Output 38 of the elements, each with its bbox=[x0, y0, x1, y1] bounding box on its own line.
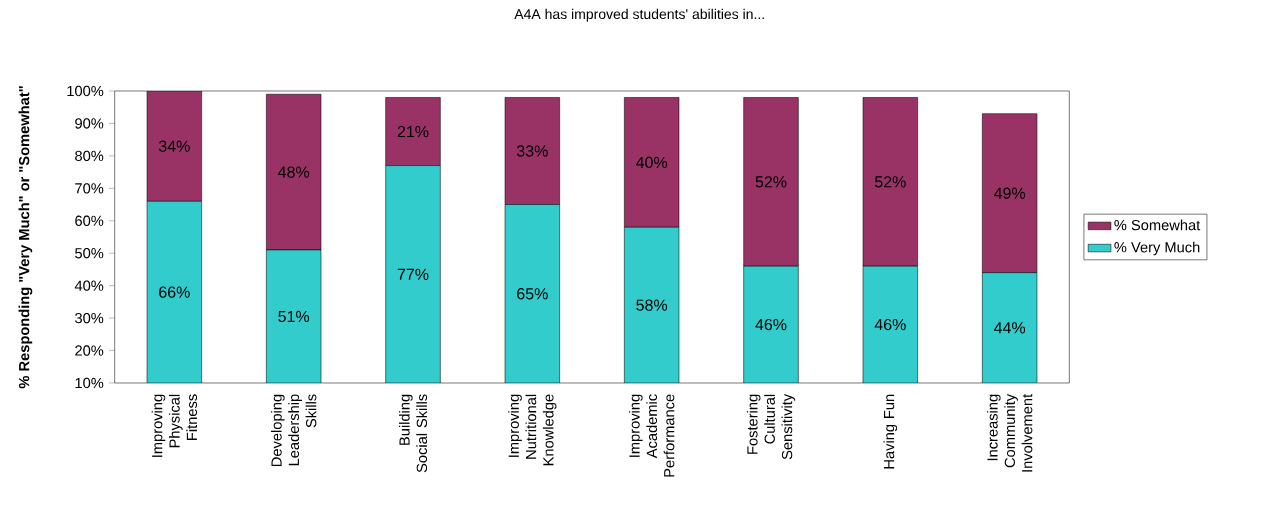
x-tick-label: Developing Leadership Skills bbox=[270, 394, 317, 466]
y-tick-label: 40% bbox=[74, 280, 104, 291]
data-label: 34% bbox=[158, 140, 190, 152]
data-label: 46% bbox=[874, 318, 906, 331]
y-tick-label: 70% bbox=[75, 183, 104, 194]
y-tick-label: 50% bbox=[75, 248, 104, 259]
y-tick-label: 20% bbox=[75, 345, 104, 356]
data-label: 65% bbox=[517, 288, 548, 300]
data-label: 58% bbox=[636, 299, 668, 311]
x-tick-label: Improving Academic Performance bbox=[628, 394, 675, 477]
data-label: 52% bbox=[755, 176, 787, 188]
data-label: 44% bbox=[994, 322, 1026, 334]
data-label: 52% bbox=[874, 176, 906, 188]
data-label: 48% bbox=[278, 166, 310, 178]
x-tick-label: Increasing Community Involvement bbox=[986, 393, 1033, 472]
data-label: 33% bbox=[516, 145, 548, 157]
data-label: 46% bbox=[755, 318, 787, 331]
y-tick-label: 10% bbox=[75, 377, 104, 389]
x-tick-label: Improving Nutritional Knowledge bbox=[508, 394, 557, 466]
y-tick-label: 80% bbox=[75, 150, 104, 162]
data-label: 77% bbox=[397, 268, 429, 280]
data-label: 40% bbox=[636, 156, 668, 169]
y-tick-label: 30% bbox=[75, 312, 104, 324]
y-tick-label: 90% bbox=[75, 118, 104, 129]
chart-title: A4A has improved students' abilities in... bbox=[514, 8, 764, 22]
x-tick-label: Fostering Cultural Sensitivity bbox=[746, 393, 796, 460]
x-tick-label: Having Fun bbox=[883, 394, 898, 469]
y-tick-label: 60% bbox=[75, 215, 104, 226]
data-label: 66% bbox=[159, 286, 190, 298]
legend-label: % Very Much bbox=[1114, 241, 1200, 256]
x-tick-label: Improving Physical Fitness bbox=[151, 394, 198, 457]
legend-label: % Somewhat bbox=[1114, 219, 1201, 231]
y-axis-title: % Responding "Very Much" or "Somewhat" bbox=[18, 86, 33, 389]
x-tick-label: Building Social Skills bbox=[398, 394, 428, 473]
y-tick-label: 100% bbox=[67, 85, 104, 97]
data-label: 49% bbox=[994, 187, 1026, 199]
data-label: 21% bbox=[397, 125, 429, 138]
data-label: 51% bbox=[278, 310, 310, 323]
